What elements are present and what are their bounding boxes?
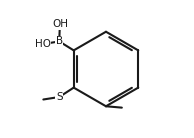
Text: HO: HO (35, 39, 51, 49)
Text: B: B (56, 36, 63, 46)
Text: S: S (56, 92, 62, 102)
Text: OH: OH (52, 19, 68, 29)
